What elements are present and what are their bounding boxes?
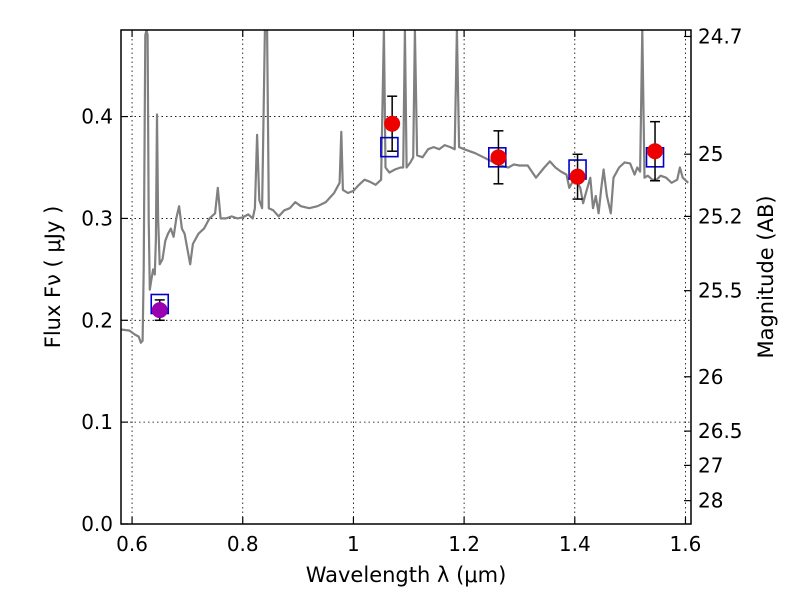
y-tick-label: 0.3 (81, 206, 113, 230)
model-square-point (380, 136, 399, 158)
y2-tick-label: 25.2 (698, 204, 743, 228)
x-tick-label: 1.6 (670, 532, 702, 556)
y-tick-label: 0.1 (81, 410, 113, 434)
spectrum-line (121, 30, 689, 344)
y2-tick-label: 28 (698, 489, 723, 513)
x-tick-label: 0.8 (227, 532, 259, 556)
observed-point (647, 143, 664, 160)
y-tick-label: 0.2 (81, 308, 113, 332)
observed-point (569, 168, 586, 185)
y2-tick-label: 26 (698, 365, 723, 389)
observed-point (490, 149, 507, 166)
right-axis-title: Magnitude (AB) (754, 195, 778, 358)
y-tick-label: 0.4 (81, 105, 113, 129)
y2-tick-label: 26.5 (698, 419, 743, 443)
observed-point (384, 115, 401, 132)
x-tick-label: 1.2 (448, 532, 480, 556)
axes-frame (120, 29, 692, 525)
x-tick-label: 0.6 (116, 532, 148, 556)
y-axis-title: Flux Fν ( μJy ) (41, 206, 65, 349)
tick-labels: 0.6 0.8 1 1.2 1.4 1.6 0.0 0.1 0.2 0.3 0.4 24.7 25 25.… (81, 24, 742, 556)
axis-ticks (121, 30, 691, 525)
x-tick-label: 1.4 (559, 532, 591, 556)
y2-tick-label: 24.7 (698, 24, 743, 48)
observed-point (151, 302, 168, 319)
y2-tick-label: 27 (698, 453, 723, 477)
x-tick-label: 1 (347, 532, 360, 556)
y-tick-label: 0.0 (81, 512, 113, 536)
plot-area (121, 30, 689, 344)
x-axis-title: Wavelength λ (μm) (306, 563, 507, 587)
y2-tick-label: 25.5 (698, 279, 743, 303)
y2-tick-label: 25 (698, 142, 723, 166)
